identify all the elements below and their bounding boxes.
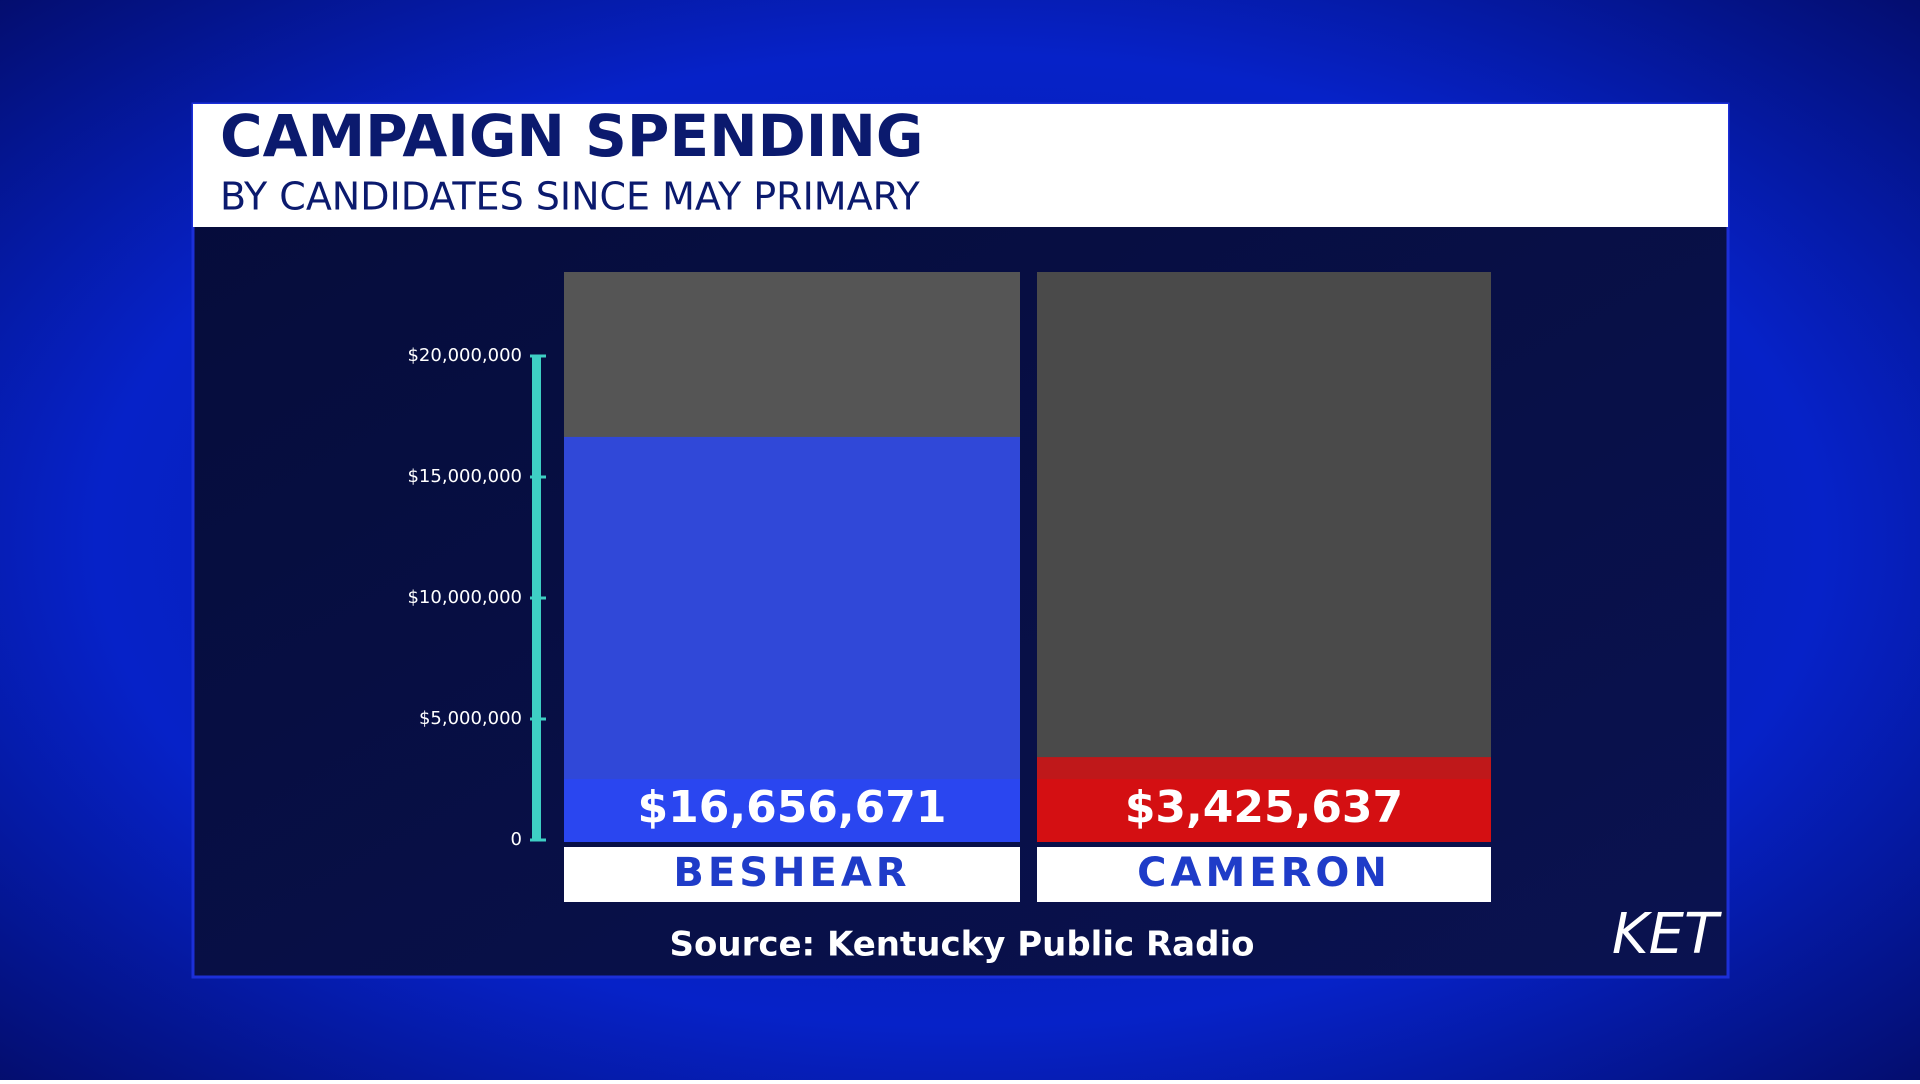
chart-title: CAMPAIGN SPENDING: [220, 102, 923, 170]
header: [193, 104, 1728, 227]
x-tick-label: CAMERON: [1137, 850, 1391, 896]
y-tick-label: $5,000,000: [419, 708, 522, 729]
chart-subtitle: BY CANDIDATES SINCE MAY PRIMARY: [220, 175, 921, 219]
value-band: [1037, 779, 1491, 842]
photo: [1037, 272, 1491, 842]
y-tick-label: $15,000,000: [407, 466, 522, 487]
value-label: $16,656,671: [638, 782, 947, 833]
value-label: $3,425,637: [1125, 782, 1403, 833]
logo: KET: [1612, 902, 1722, 967]
name-box: [1037, 847, 1491, 902]
bar: [564, 436, 1020, 840]
value-band: [564, 779, 1020, 842]
name-box: [564, 847, 1020, 902]
y-tick-label: $10,000,000: [407, 587, 522, 608]
y-tick-label: $20,000,000: [407, 345, 522, 366]
x-tick-label: BESHEAR: [673, 850, 910, 896]
source: Source: Kentucky Public Radio: [670, 925, 1255, 965]
y-tick-label: 0: [511, 829, 522, 850]
